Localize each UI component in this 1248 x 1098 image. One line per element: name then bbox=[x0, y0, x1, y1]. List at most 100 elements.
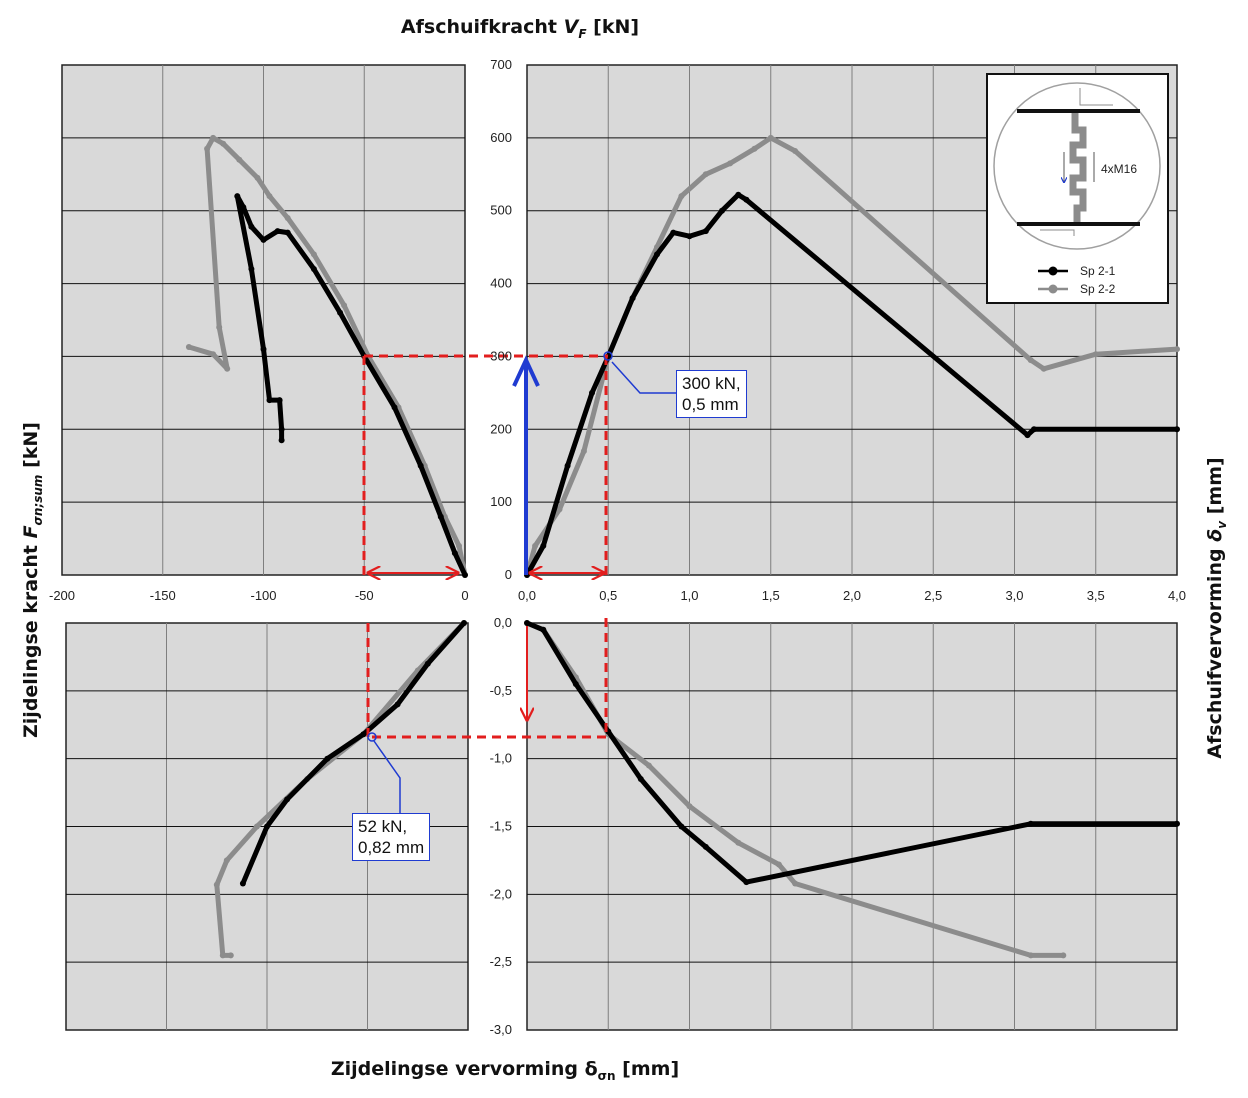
inset-outline bbox=[1079, 88, 1113, 106]
data-point bbox=[743, 879, 750, 886]
legend-item-sp21: Sp 2-1 bbox=[1038, 264, 1116, 278]
data-point bbox=[629, 295, 636, 302]
inset-zigzag bbox=[1069, 113, 1087, 222]
tick-x-left: 0 bbox=[461, 588, 468, 603]
tick-y-top: 500 bbox=[490, 203, 512, 218]
data-point bbox=[702, 171, 709, 178]
callout-300kn-line1: 300 kN, bbox=[682, 374, 741, 393]
series-line-sp21 bbox=[240, 620, 467, 886]
data-point bbox=[1040, 365, 1047, 372]
data-point bbox=[216, 324, 223, 331]
data-point bbox=[1060, 952, 1067, 959]
data-point bbox=[240, 204, 247, 211]
data-point bbox=[735, 839, 742, 846]
tick-x-right: 1,0 bbox=[680, 588, 698, 603]
data-point bbox=[264, 823, 270, 830]
data-point bbox=[1174, 426, 1180, 433]
data-point bbox=[556, 506, 563, 513]
series-line-sp21 bbox=[234, 193, 468, 578]
guide-arrows bbox=[368, 573, 604, 720]
data-point bbox=[254, 174, 261, 181]
callout-52kn-line1: 52 kN, bbox=[358, 817, 408, 836]
tick-y-bottom: -1,5 bbox=[490, 819, 512, 834]
legend-box: 4xM16 Sp 2-1 Sp 2-2 bbox=[986, 73, 1169, 304]
svg-text:Sp 2-1: Sp 2-1 bbox=[1080, 264, 1116, 278]
svg-text:Sp 2-2: Sp 2-2 bbox=[1080, 282, 1116, 296]
tick-y-top: 100 bbox=[490, 494, 512, 509]
tick-y-top: 200 bbox=[490, 421, 512, 436]
data-point bbox=[451, 550, 458, 557]
data-point bbox=[735, 191, 742, 198]
data-point bbox=[437, 513, 444, 520]
data-point bbox=[223, 857, 230, 864]
tick-y-bottom: -2,0 bbox=[490, 886, 512, 901]
data-point bbox=[686, 233, 693, 240]
callout-300kn: 300 kN, 0,5 mm bbox=[676, 370, 747, 418]
tick-y-bottom: 0,0 bbox=[494, 615, 512, 630]
title-left: Zijdelingse kracht Fσn;sum [kN] bbox=[20, 422, 45, 738]
data-point bbox=[260, 236, 267, 243]
data-point bbox=[276, 397, 283, 404]
data-point bbox=[637, 776, 644, 782]
tick-y-bottom: -1,0 bbox=[490, 751, 512, 766]
data-point bbox=[324, 755, 331, 762]
data-point bbox=[239, 880, 246, 887]
tick-y-top: 700 bbox=[490, 57, 512, 72]
data-point bbox=[792, 880, 799, 887]
data-point bbox=[524, 620, 530, 626]
data-point bbox=[219, 952, 226, 959]
title-top: Afschuifkracht VF [kN] bbox=[401, 16, 639, 41]
data-point bbox=[224, 365, 231, 372]
data-point bbox=[767, 134, 774, 141]
data-point bbox=[792, 148, 799, 154]
title-right: Afschuifvervorming δv [mm] bbox=[1204, 457, 1229, 758]
data-point bbox=[360, 731, 367, 738]
callout-52kn: 52 kN, 0,82 mm bbox=[352, 813, 431, 861]
data-point bbox=[234, 193, 241, 200]
data-point bbox=[337, 309, 344, 316]
callout-leader-2 bbox=[373, 740, 401, 813]
data-point bbox=[456, 542, 462, 549]
data-point bbox=[1092, 351, 1099, 358]
data-point bbox=[210, 134, 217, 141]
data-point bbox=[670, 229, 677, 236]
title-bottom: Zijdelingse vervorming δσn [mm] bbox=[331, 1058, 679, 1083]
data-point bbox=[1031, 426, 1037, 433]
data-point bbox=[743, 196, 750, 203]
inset-circle bbox=[993, 82, 1161, 250]
tick-x-right: 3,0 bbox=[1005, 588, 1023, 603]
data-point bbox=[572, 681, 579, 687]
blue-force-arrow bbox=[512, 355, 540, 575]
inset-bolt-label: 4xM16 bbox=[1101, 162, 1137, 176]
data-point bbox=[1174, 820, 1180, 827]
data-point bbox=[678, 823, 685, 830]
data-point bbox=[580, 448, 587, 455]
data-point bbox=[1024, 432, 1031, 439]
data-point bbox=[564, 462, 571, 469]
data-point bbox=[278, 437, 285, 444]
callout-leader-1 bbox=[611, 361, 676, 394]
data-point bbox=[678, 193, 685, 200]
tick-x-right: 1,5 bbox=[762, 588, 780, 603]
data-point bbox=[417, 462, 424, 469]
data-point bbox=[278, 426, 285, 433]
data-point bbox=[727, 160, 734, 167]
tick-y-bottom: -0,5 bbox=[490, 683, 512, 698]
data-point bbox=[540, 626, 547, 633]
data-point bbox=[461, 620, 467, 626]
series-line-sp21 bbox=[524, 192, 1180, 578]
data-point bbox=[462, 572, 468, 578]
marker-point-1 bbox=[603, 351, 613, 361]
series-line-sp21 bbox=[524, 620, 1180, 885]
data-point bbox=[284, 796, 291, 803]
data-point bbox=[775, 861, 782, 868]
data-point bbox=[341, 302, 348, 309]
data-point bbox=[204, 145, 211, 152]
data-point bbox=[210, 351, 217, 358]
data-point bbox=[266, 397, 273, 404]
tick-y-top: 400 bbox=[490, 276, 512, 291]
data-point bbox=[645, 762, 652, 769]
data-point bbox=[532, 542, 539, 549]
callout-52kn-line2: 0,82 mm bbox=[358, 838, 425, 857]
